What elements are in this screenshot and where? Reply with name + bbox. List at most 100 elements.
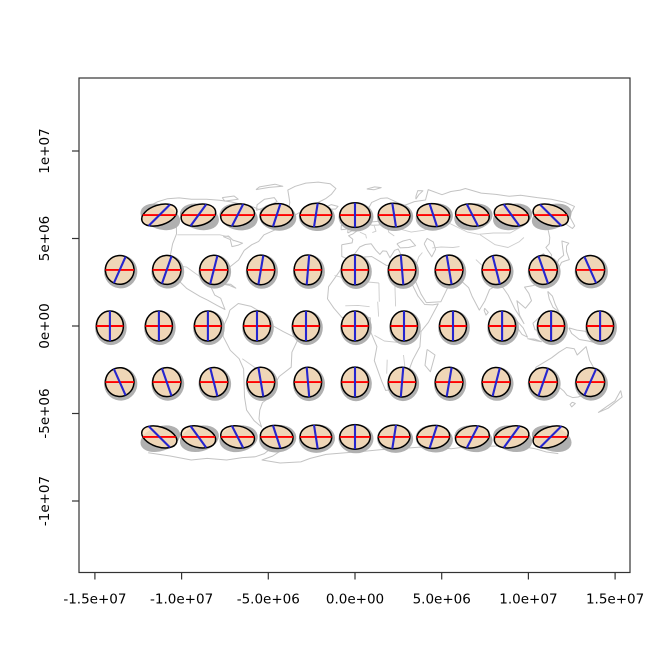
tissot-meridian-blue-axis bbox=[112, 256, 127, 284]
tissot-indicatrix bbox=[416, 424, 451, 450]
tissot-indicatrix bbox=[536, 310, 566, 342]
tissot-indicatrix bbox=[416, 202, 451, 228]
country-border-path bbox=[345, 304, 370, 308]
tissot-indicatrix bbox=[180, 203, 217, 227]
tissot-indicatrix bbox=[387, 366, 417, 398]
tissot-meridian-blue-axis bbox=[230, 425, 245, 449]
country-border-path bbox=[377, 301, 380, 317]
tissot-meridian-blue-axis bbox=[312, 424, 319, 449]
coastline-path bbox=[527, 338, 542, 343]
tissot-indicatrix bbox=[144, 310, 174, 342]
coastline-path bbox=[366, 186, 382, 191]
tissot-indicatrix bbox=[438, 310, 468, 342]
tissot-meridian-blue-axis bbox=[539, 203, 563, 227]
tissot-meridian-blue-axis bbox=[305, 255, 311, 285]
tissot-indicatrix bbox=[242, 310, 272, 342]
coastline-path bbox=[569, 401, 576, 408]
tissot-indicatrix bbox=[575, 254, 606, 286]
tissot-meridian-blue-axis bbox=[428, 425, 438, 449]
tissot-meridian-blue-axis bbox=[391, 424, 398, 449]
country-border-path bbox=[372, 225, 377, 234]
x-axis-tick-label: 1.5e+07 bbox=[586, 592, 644, 608]
tissot-indicatrix bbox=[481, 366, 511, 398]
tissot-indicatrix bbox=[199, 366, 229, 398]
tissot-meridian-blue-axis bbox=[465, 203, 480, 227]
coastline-path bbox=[556, 240, 570, 269]
tissot-indicatrix bbox=[339, 202, 371, 229]
tissot-meridian-blue-axis bbox=[391, 203, 398, 228]
tissot-indicatrix bbox=[151, 254, 182, 286]
tissot-indicatrix bbox=[220, 424, 256, 449]
tissot-meridian-blue-axis bbox=[161, 255, 173, 284]
tissot-meridian-blue-axis bbox=[399, 255, 405, 285]
tissot-meridian-blue-axis bbox=[209, 255, 219, 285]
tissot-indicatrix bbox=[193, 310, 223, 342]
tissot-meridian-blue-axis bbox=[465, 425, 480, 449]
coastline-path bbox=[423, 237, 437, 258]
tissot-indicatrix bbox=[528, 254, 559, 286]
tissot-indicatrix bbox=[493, 203, 530, 227]
tissot-indicatrix bbox=[340, 310, 370, 342]
tissot-indicatrix bbox=[293, 254, 323, 286]
tissot-indicatrix bbox=[528, 366, 559, 398]
tissot-indicatrix bbox=[95, 310, 125, 342]
axes: -1.5e+07 -1.0e+07 -5.0e+06 0.0e+00 5.0e+06 1.… bbox=[37, 77, 644, 608]
tissot-meridian-blue-axis bbox=[537, 368, 549, 397]
x-axis-tick-label: 1.0e+07 bbox=[499, 592, 557, 608]
country-border-path bbox=[394, 284, 397, 307]
y-axis-tick-label: 1e+07 bbox=[37, 128, 53, 173]
tissot-indicatrix bbox=[180, 425, 217, 449]
coastline-path bbox=[287, 181, 337, 216]
tissot-indicatrix bbox=[377, 424, 411, 450]
tissot-meridian-blue-axis bbox=[445, 255, 453, 285]
country-border-path bbox=[479, 234, 525, 248]
tissot-meridian-blue-axis bbox=[445, 367, 453, 397]
tissot-meridian-blue-axis bbox=[189, 425, 208, 449]
tissot-indicatrix bbox=[389, 310, 419, 342]
coastline-path bbox=[223, 235, 244, 248]
country-border-path bbox=[374, 335, 403, 344]
x-axis-tick-label: 0.0e+00 bbox=[326, 592, 384, 608]
tissot-indicatrix bbox=[246, 254, 276, 286]
tissot-indicatrix bbox=[481, 254, 511, 286]
tissot-meridian-blue-axis bbox=[147, 203, 171, 227]
country-border-path bbox=[359, 231, 367, 239]
y-axis-tick-label: -5e+06 bbox=[37, 388, 53, 438]
tissot-indicatrix bbox=[246, 366, 276, 398]
tissot-indicatrix bbox=[140, 203, 178, 227]
y-axis-tick-label: 0e+00 bbox=[37, 303, 53, 348]
country-border-path bbox=[432, 246, 460, 249]
tissot-indicatrix bbox=[140, 425, 178, 449]
tissot-indicatrix bbox=[104, 366, 135, 398]
tissot-meridian-blue-axis bbox=[161, 368, 173, 397]
coastline-path bbox=[221, 195, 239, 202]
country-border-path bbox=[397, 223, 521, 235]
x-axis-tick-label: -5.0e+06 bbox=[237, 592, 300, 608]
tissot-indicatrix bbox=[340, 366, 370, 398]
tissot-indicatrix bbox=[575, 366, 606, 398]
coastline-path bbox=[424, 348, 436, 373]
tissot-indicatrix bbox=[454, 203, 490, 228]
y-axis-tick-label: -1e+07 bbox=[37, 476, 53, 526]
tissot-meridian-blue-axis bbox=[272, 425, 282, 449]
tissot-indicatrix bbox=[377, 202, 411, 228]
tissot-indicatrix bbox=[220, 203, 256, 228]
tissot-indicatrix bbox=[299, 424, 333, 450]
tissot-meridian-blue-axis bbox=[112, 368, 127, 396]
tissot-indicatrix bbox=[487, 310, 517, 342]
tissot-meridian-blue-axis bbox=[583, 256, 598, 284]
tissot-indicatrix bbox=[387, 254, 417, 286]
tissot-indicatrix bbox=[291, 310, 321, 342]
tissot-indicatrix bbox=[259, 424, 294, 450]
tissot-meridian-blue-axis bbox=[537, 255, 549, 284]
coastline-path bbox=[255, 183, 284, 191]
tissot-meridian-blue-axis bbox=[147, 425, 171, 449]
coastline-path bbox=[547, 291, 560, 313]
tissot-indicatrix bbox=[199, 254, 229, 286]
tissot-meridian-blue-axis bbox=[257, 367, 265, 397]
tissot-meridian-blue-axis bbox=[428, 203, 438, 227]
tissot-meridian-blue-axis bbox=[209, 367, 219, 397]
y-axis-tick-label: 5e+06 bbox=[37, 216, 53, 261]
